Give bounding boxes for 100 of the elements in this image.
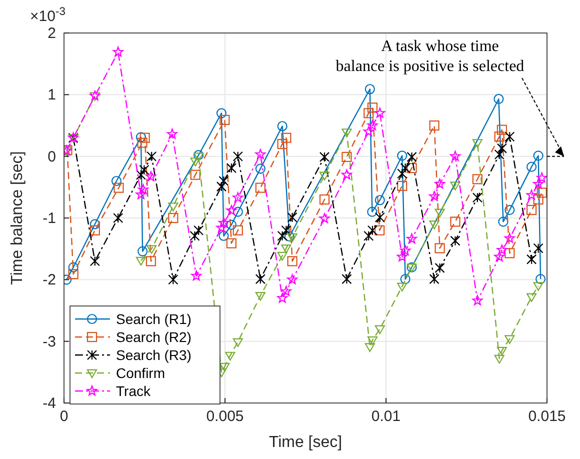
point (277, 121, 288, 132)
point (450, 216, 460, 227)
point (218, 230, 229, 241)
point (319, 194, 330, 205)
point (226, 205, 237, 216)
point (218, 176, 229, 186)
point (374, 225, 385, 236)
point (220, 114, 230, 125)
y-tick-label: -4 (42, 395, 56, 412)
point (498, 216, 508, 227)
point (406, 233, 418, 244)
point (400, 245, 411, 256)
point (226, 163, 236, 174)
point (216, 222, 227, 232)
point (287, 274, 298, 284)
point (494, 94, 504, 104)
y-tick-label: 0 (48, 148, 56, 166)
point (168, 212, 178, 224)
point (364, 230, 374, 241)
point (533, 282, 544, 291)
point (319, 172, 330, 180)
point (255, 292, 266, 301)
point (277, 252, 288, 261)
point (494, 149, 504, 160)
point (138, 184, 148, 194)
point (287, 233, 298, 242)
point (190, 230, 200, 241)
point (504, 132, 515, 142)
legend-label: Search (R1) (116, 311, 192, 327)
point (367, 225, 378, 236)
point (429, 190, 440, 201)
point (504, 335, 515, 344)
point (526, 204, 537, 216)
point (504, 204, 515, 216)
point (190, 158, 200, 166)
point (400, 274, 410, 284)
y-tick-label: -2 (42, 272, 56, 289)
point (146, 245, 157, 254)
point (472, 174, 482, 184)
y-tick-label: 1 (48, 86, 56, 104)
legend-label: Search (R3) (116, 347, 192, 363)
x-tick-label: 0.015 (528, 408, 566, 425)
point (533, 194, 544, 205)
x-axis-title: Time [sec] (268, 434, 342, 451)
point (496, 143, 507, 154)
point (226, 220, 236, 230)
point (429, 220, 440, 230)
point (342, 274, 352, 284)
point (232, 225, 243, 236)
text: ×10$^{-3}$ (30, 6, 66, 25)
point (374, 195, 385, 206)
point (434, 178, 446, 189)
point (319, 213, 330, 224)
point (194, 225, 204, 236)
point (136, 132, 146, 142)
point (220, 362, 230, 372)
point (429, 120, 440, 131)
point (496, 244, 508, 255)
point (533, 243, 544, 254)
point (363, 126, 374, 136)
point (526, 254, 537, 264)
point (146, 151, 157, 162)
point (374, 212, 385, 222)
point (137, 138, 148, 148)
point (536, 188, 547, 198)
point (397, 180, 408, 191)
x-tick-label: 0.005 (206, 408, 244, 425)
point (90, 225, 100, 236)
point (191, 270, 202, 281)
point (533, 178, 544, 189)
point (138, 246, 148, 256)
point (136, 256, 146, 266)
point (255, 274, 266, 284)
point (367, 206, 378, 217)
point (281, 225, 292, 236)
point (406, 152, 417, 162)
point (434, 262, 445, 273)
point (472, 295, 483, 306)
point (536, 274, 546, 284)
point (255, 164, 266, 174)
point (112, 46, 124, 57)
point (226, 238, 236, 248)
point (526, 190, 537, 200)
point (504, 248, 515, 258)
point (434, 208, 445, 218)
point (342, 128, 352, 138)
point (374, 325, 385, 334)
point (533, 150, 544, 161)
point (280, 286, 292, 296)
point (255, 182, 266, 193)
point (406, 163, 417, 174)
point (281, 132, 292, 143)
point (374, 108, 386, 118)
point (536, 172, 547, 182)
point (139, 164, 150, 175)
point (397, 282, 408, 292)
point (284, 231, 294, 242)
point (341, 169, 352, 180)
point (496, 346, 507, 356)
point (113, 212, 124, 224)
